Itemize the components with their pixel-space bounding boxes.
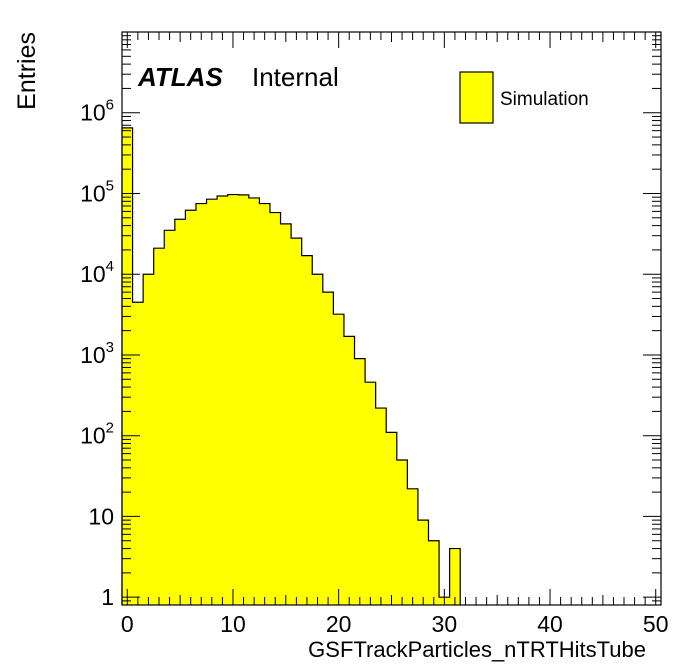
legend-entry-simulation: Simulation bbox=[500, 89, 589, 110]
atlas-label: ATLAS bbox=[137, 62, 223, 92]
histogram-bar bbox=[174, 219, 187, 606]
histogram-bar bbox=[354, 358, 366, 605]
histogram-bar bbox=[312, 274, 324, 605]
histogram-bar bbox=[217, 196, 229, 606]
histogram-bar bbox=[301, 255, 313, 605]
histogram-bar bbox=[227, 194, 239, 606]
y-tick-label: 105 bbox=[80, 177, 114, 206]
y-tick-label: 106 bbox=[80, 97, 114, 126]
histogram-bar bbox=[428, 540, 440, 605]
y-tick-label: 1 bbox=[101, 584, 114, 610]
internal-label: Internal bbox=[252, 62, 339, 92]
histogram-bar bbox=[248, 197, 260, 605]
x-tick-label: 0 bbox=[121, 611, 134, 637]
x-tick-label: 20 bbox=[326, 611, 352, 637]
histogram-bar bbox=[164, 230, 176, 605]
histogram-bar bbox=[122, 127, 134, 606]
legend: Simulation bbox=[459, 71, 589, 124]
y-tick-label: 103 bbox=[80, 339, 114, 368]
histogram-bar bbox=[322, 292, 334, 605]
x-tick-label: 30 bbox=[432, 611, 458, 637]
histogram-bar bbox=[396, 460, 408, 605]
histogram-bar bbox=[365, 382, 377, 605]
histogram-bar bbox=[343, 336, 356, 605]
histogram-bar bbox=[153, 248, 165, 605]
histogram-bar bbox=[280, 223, 292, 605]
x-tick-label: 40 bbox=[537, 611, 563, 637]
x-axis-title: GSFTrackParticles_nTRTHitsTube bbox=[308, 637, 646, 662]
y-tick-label: 104 bbox=[80, 258, 114, 287]
legend-swatch bbox=[459, 71, 494, 124]
histogram-bar bbox=[417, 520, 430, 605]
histogram-bar bbox=[132, 302, 144, 605]
y-axis-title: Entries bbox=[13, 32, 41, 110]
histogram-bar bbox=[206, 199, 218, 605]
histogram-bar bbox=[449, 548, 461, 605]
x-tick-label: 10 bbox=[220, 611, 246, 637]
x-axis-ticks: 0 10 20 30 40 50 bbox=[121, 32, 669, 637]
histogram-bar bbox=[195, 203, 208, 605]
histogram-bar bbox=[291, 238, 303, 605]
y-axis-ticks: 1 10 102 103 104 105 106 bbox=[80, 35, 661, 610]
histogram-bar bbox=[333, 314, 345, 605]
histogram-bar bbox=[259, 203, 271, 605]
histogram-bar bbox=[375, 408, 387, 605]
histogram-bar bbox=[407, 488, 419, 605]
histogram-bar bbox=[386, 432, 398, 605]
histogram-bars bbox=[122, 127, 461, 606]
histogram-outline bbox=[121, 127, 461, 605]
y-tick-label: 10 bbox=[88, 503, 114, 529]
histogram-bar bbox=[238, 194, 250, 605]
histogram-bar bbox=[269, 212, 282, 605]
y-tick-label: 102 bbox=[80, 420, 114, 449]
histogram-bar bbox=[143, 274, 155, 605]
histogram-bar bbox=[185, 210, 197, 605]
x-tick-label: 50 bbox=[643, 611, 669, 637]
